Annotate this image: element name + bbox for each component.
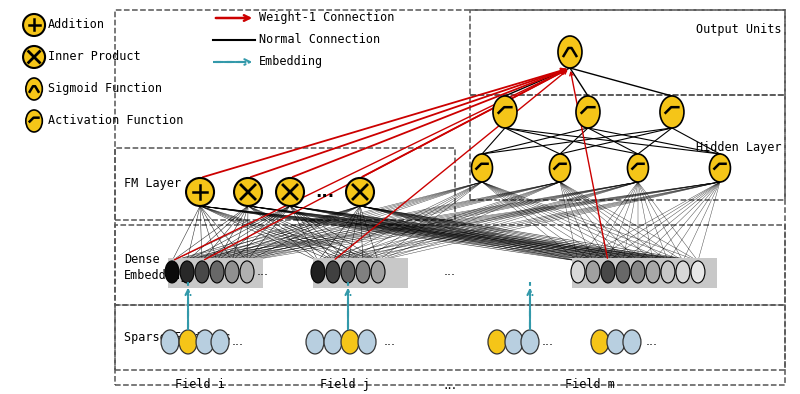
Text: ...: ... (232, 335, 244, 348)
Ellipse shape (311, 261, 325, 283)
Text: ...: ... (315, 183, 334, 201)
Text: Dense
Embeddings: Dense Embeddings (124, 253, 195, 282)
Ellipse shape (161, 330, 179, 354)
Ellipse shape (505, 330, 523, 354)
Text: ...: ... (646, 335, 658, 348)
Text: Inner Product: Inner Product (48, 50, 141, 63)
Ellipse shape (240, 261, 254, 283)
Ellipse shape (341, 261, 355, 283)
Ellipse shape (691, 261, 705, 283)
Ellipse shape (26, 78, 42, 100)
Ellipse shape (646, 261, 660, 283)
Circle shape (276, 178, 304, 206)
Circle shape (23, 14, 45, 36)
Ellipse shape (371, 261, 385, 283)
Ellipse shape (660, 96, 684, 128)
Ellipse shape (571, 261, 585, 283)
Ellipse shape (196, 330, 214, 354)
Ellipse shape (356, 261, 370, 283)
Text: Addition: Addition (48, 19, 105, 32)
Text: Activation Function: Activation Function (48, 115, 183, 128)
FancyBboxPatch shape (313, 258, 408, 288)
Ellipse shape (210, 261, 224, 283)
FancyBboxPatch shape (572, 258, 717, 288)
Ellipse shape (471, 154, 493, 182)
Circle shape (23, 46, 45, 68)
Circle shape (234, 178, 262, 206)
Text: Field i: Field i (175, 378, 225, 391)
Ellipse shape (521, 330, 539, 354)
Text: Output Units: Output Units (697, 24, 782, 37)
Ellipse shape (586, 261, 600, 283)
Ellipse shape (341, 330, 359, 354)
Text: Embedding: Embedding (259, 56, 323, 69)
Text: FM Layer: FM Layer (124, 177, 181, 190)
Text: Weight-1 Connection: Weight-1 Connection (259, 11, 394, 24)
Text: Field j: Field j (320, 378, 370, 391)
Ellipse shape (607, 330, 625, 354)
Circle shape (186, 178, 214, 206)
Ellipse shape (616, 261, 630, 283)
Ellipse shape (358, 330, 376, 354)
Text: Field m: Field m (565, 378, 615, 391)
Ellipse shape (324, 330, 342, 354)
Circle shape (346, 178, 374, 206)
Ellipse shape (493, 96, 517, 128)
Ellipse shape (558, 36, 582, 68)
Ellipse shape (195, 261, 209, 283)
Ellipse shape (676, 261, 690, 283)
Ellipse shape (591, 330, 609, 354)
Ellipse shape (576, 96, 600, 128)
Text: Normal Connection: Normal Connection (259, 33, 380, 46)
Ellipse shape (710, 154, 730, 182)
Ellipse shape (225, 261, 239, 283)
FancyBboxPatch shape (168, 258, 263, 288)
Ellipse shape (661, 261, 675, 283)
Text: ...: ... (257, 266, 269, 279)
Text: ...: ... (444, 266, 456, 279)
Ellipse shape (306, 330, 324, 354)
Ellipse shape (165, 261, 179, 283)
Ellipse shape (488, 330, 506, 354)
Text: ...: ... (542, 335, 554, 348)
Text: ...: ... (443, 378, 457, 392)
Ellipse shape (179, 330, 197, 354)
Text: ...: ... (384, 335, 396, 348)
Text: Sparse Features: Sparse Features (124, 331, 231, 344)
Ellipse shape (326, 261, 340, 283)
Ellipse shape (211, 330, 229, 354)
Ellipse shape (550, 154, 570, 182)
Ellipse shape (623, 330, 641, 354)
Text: Hidden Layer: Hidden Layer (697, 141, 782, 154)
Ellipse shape (180, 261, 194, 283)
Ellipse shape (631, 261, 645, 283)
Ellipse shape (26, 110, 42, 132)
Ellipse shape (627, 154, 649, 182)
Ellipse shape (601, 261, 615, 283)
Text: Sigmoid Function: Sigmoid Function (48, 82, 162, 95)
